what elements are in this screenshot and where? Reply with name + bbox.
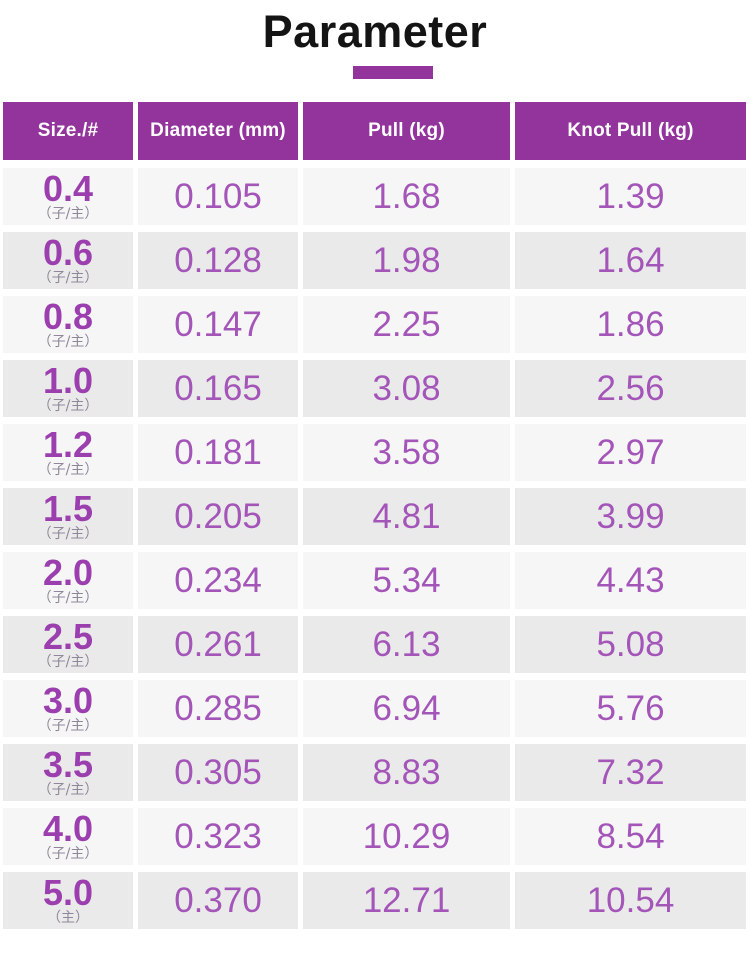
diameter-value: 0.261: [138, 616, 298, 673]
table-row: 0.6 （子/主） 0.128 1.98 1.64: [3, 232, 746, 289]
knot-pull-value: 2.56: [515, 360, 746, 417]
table-row: 1.5 （子/主） 0.205 4.81 3.99: [3, 488, 746, 545]
size-cell: 1.2 （子/主）: [3, 424, 133, 481]
pull-value: 6.94: [303, 680, 510, 737]
knot-pull-value: 8.54: [515, 808, 746, 865]
size-note: （子/主）: [37, 653, 99, 670]
pull-value: 1.98: [303, 232, 510, 289]
size-value: 1.0: [42, 359, 94, 401]
size-note: （子/主）: [37, 269, 99, 286]
title-underline: [353, 66, 433, 79]
size-value: 2.0: [42, 551, 94, 593]
knot-pull-value: 1.64: [515, 232, 746, 289]
table-row: 5.0 （主） 0.370 12.71 10.54: [3, 872, 746, 929]
knot-pull-value: 2.97: [515, 424, 746, 481]
size-value: 0.6: [42, 231, 94, 273]
knot-pull-value: 5.76: [515, 680, 746, 737]
diameter-value: 0.323: [138, 808, 298, 865]
size-note: （子/主）: [37, 205, 99, 222]
pull-value: 2.25: [303, 296, 510, 353]
table-row: 1.2 （子/主） 0.181 3.58 2.97: [3, 424, 746, 481]
size-note: （主）: [47, 909, 89, 926]
pull-value: 12.71: [303, 872, 510, 929]
pull-value: 5.34: [303, 552, 510, 609]
column-header-diameter: Diameter (mm): [138, 102, 298, 160]
size-value: 0.8: [42, 295, 94, 337]
diameter-value: 0.165: [138, 360, 298, 417]
size-note: （子/主）: [37, 333, 99, 350]
table-row: 2.0 （子/主） 0.234 5.34 4.43: [3, 552, 746, 609]
size-value: 1.2: [42, 423, 94, 465]
parameter-table: Size./# Diameter (mm) Pull (kg) Knot Pull (…: [3, 102, 746, 929]
size-value: 5.0: [42, 871, 94, 913]
size-cell: 0.6 （子/主）: [3, 232, 133, 289]
size-cell: 1.5 （子/主）: [3, 488, 133, 545]
size-cell: 4.0 （子/主）: [3, 808, 133, 865]
knot-pull-value: 1.86: [515, 296, 746, 353]
knot-pull-value: 4.43: [515, 552, 746, 609]
size-note: （子/主）: [37, 781, 99, 798]
diameter-value: 0.285: [138, 680, 298, 737]
pull-value: 1.68: [303, 168, 510, 225]
size-note: （子/主）: [37, 525, 99, 542]
knot-pull-value: 5.08: [515, 616, 746, 673]
size-cell: 2.0 （子/主）: [3, 552, 133, 609]
column-header-knot_pull: Knot Pull (kg): [515, 102, 746, 160]
size-cell: 1.0 （子/主）: [3, 360, 133, 417]
size-cell: 2.5 （子/主）: [3, 616, 133, 673]
size-note: （子/主）: [37, 461, 99, 478]
size-cell: 0.8 （子/主）: [3, 296, 133, 353]
size-value: 1.5: [42, 487, 94, 529]
size-value: 0.4: [42, 167, 94, 209]
diameter-value: 0.147: [138, 296, 298, 353]
page-title: Parameter: [262, 6, 488, 57]
size-note: （子/主）: [37, 845, 99, 862]
column-header-pull: Pull (kg): [303, 102, 510, 160]
size-value: 3.0: [42, 679, 94, 721]
table-row: 2.5 （子/主） 0.261 6.13 5.08: [3, 616, 746, 673]
size-cell: 3.5 （子/主）: [3, 744, 133, 801]
knot-pull-value: 3.99: [515, 488, 746, 545]
size-cell: 3.0 （子/主）: [3, 680, 133, 737]
pull-value: 3.08: [303, 360, 510, 417]
knot-pull-value: 1.39: [515, 168, 746, 225]
table-body: 0.4 （子/主） 0.105 1.68 1.39 0.6 （子/主） 0.128 1.98 1.…: [3, 168, 746, 929]
table-header-row: Size./# Diameter (mm) Pull (kg) Knot Pull (…: [3, 102, 746, 160]
size-cell: 5.0 （主）: [3, 872, 133, 929]
knot-pull-value: 7.32: [515, 744, 746, 801]
pull-value: 4.81: [303, 488, 510, 545]
pull-value: 6.13: [303, 616, 510, 673]
table-row: 3.0 （子/主） 0.285 6.94 5.76: [3, 680, 746, 737]
table-row: 3.5 （子/主） 0.305 8.83 7.32: [3, 744, 746, 801]
table-row: 0.4 （子/主） 0.105 1.68 1.39: [3, 168, 746, 225]
size-note: （子/主）: [37, 589, 99, 606]
table-row: 4.0 （子/主） 0.323 10.29 8.54: [3, 808, 746, 865]
size-note: （子/主）: [37, 397, 99, 414]
size-cell: 0.4 （子/主）: [3, 168, 133, 225]
size-value: 2.5: [42, 615, 94, 657]
pull-value: 10.29: [303, 808, 510, 865]
size-value: 3.5: [42, 743, 94, 785]
diameter-value: 0.205: [138, 488, 298, 545]
knot-pull-value: 10.54: [515, 872, 746, 929]
table-row: 1.0 （子/主） 0.165 3.08 2.56: [3, 360, 746, 417]
size-note: （子/主）: [37, 717, 99, 734]
diameter-value: 0.105: [138, 168, 298, 225]
diameter-value: 0.305: [138, 744, 298, 801]
size-value: 4.0: [42, 807, 94, 849]
diameter-value: 0.128: [138, 232, 298, 289]
diameter-value: 0.181: [138, 424, 298, 481]
pull-value: 3.58: [303, 424, 510, 481]
table-row: 0.8 （子/主） 0.147 2.25 1.86: [3, 296, 746, 353]
diameter-value: 0.370: [138, 872, 298, 929]
diameter-value: 0.234: [138, 552, 298, 609]
pull-value: 8.83: [303, 744, 510, 801]
column-header-size: Size./#: [3, 102, 133, 160]
